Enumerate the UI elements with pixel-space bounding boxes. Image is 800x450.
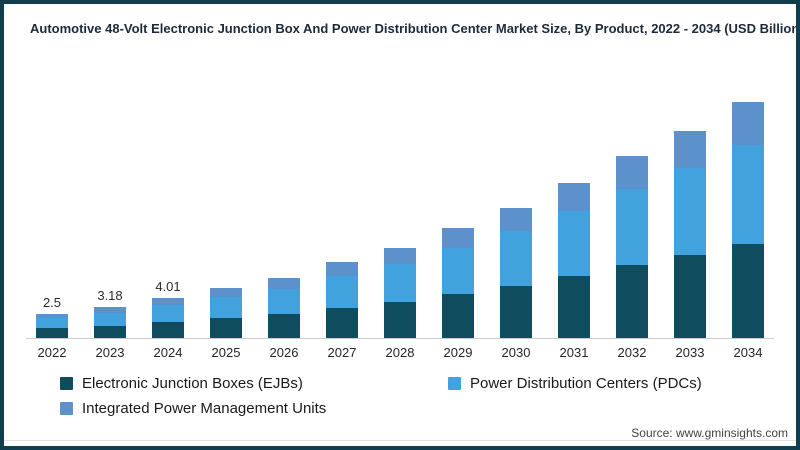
bar-segment-2033-ipmu	[674, 131, 706, 168]
bar-segment-2027-pdc	[326, 276, 358, 308]
bar-segment-2028-pdc	[384, 264, 416, 302]
bar-segment-2034-ipmu	[732, 102, 764, 145]
source-attribution: Source: www.gminsights.com	[631, 426, 788, 440]
bar-segment-2027-ipmu	[326, 262, 358, 276]
bar-value-label-2022: 2.5	[42, 295, 62, 310]
bar-segment-2030-ejb	[500, 286, 532, 338]
bar-segment-2024-ejb	[152, 322, 184, 338]
bar-segment-2028-ejb	[384, 302, 416, 338]
bar-segment-2033-pdc	[674, 168, 706, 255]
x-axis-label-2029: 2029	[443, 345, 473, 360]
footer-separator	[4, 440, 796, 441]
x-axis-label-2033: 2033	[675, 345, 705, 360]
bar-segment-2026-pdc	[268, 289, 300, 314]
legend-item-pdc: Power Distribution Centers (PDCs)	[448, 375, 702, 392]
bar-segment-2023-ipmu	[94, 307, 126, 313]
legend-swatch-ejb-icon	[60, 377, 73, 390]
bar-segment-2031-ejb	[558, 276, 590, 338]
bar-segment-2028-ipmu	[384, 248, 416, 264]
bar-segment-2029-ipmu	[442, 228, 474, 248]
x-axis-label-2028: 2028	[385, 345, 415, 360]
bar-value-label-2023: 3.18	[97, 288, 123, 303]
bar-segment-2032-ipmu	[616, 156, 648, 189]
legend-label-ipmu: Integrated Power Management Units	[82, 400, 327, 417]
bar-segment-2022-ipmu	[36, 314, 68, 318]
bar-segment-2030-pdc	[500, 231, 532, 286]
bar-segment-2023-pdc	[94, 313, 126, 326]
bar-segment-2034-ejb	[732, 244, 764, 338]
legend-item-ipmu: Integrated Power Management Units	[60, 400, 326, 417]
x-axis-label-2031: 2031	[559, 345, 589, 360]
bar-segment-2031-ipmu	[558, 183, 590, 211]
x-axis-label-2026: 2026	[269, 345, 299, 360]
bar-segment-2031-pdc	[558, 211, 590, 276]
x-axis-label-2022: 2022	[37, 345, 67, 360]
legend-label-pdc: Power Distribution Centers (PDCs)	[470, 375, 702, 392]
x-axis-label-2025: 2025	[211, 345, 241, 360]
bar-segment-2029-pdc	[442, 248, 474, 294]
bar-segment-2029-ejb	[442, 294, 474, 338]
x-axis-label-2027: 2027	[327, 345, 357, 360]
x-axis-line	[26, 338, 774, 339]
legend-swatch-ipmu-icon	[60, 402, 73, 415]
bar-segment-2023-ejb	[94, 326, 126, 338]
x-axis-label-2032: 2032	[617, 345, 647, 360]
bar-segment-2032-ejb	[616, 265, 648, 338]
bar-segment-2032-pdc	[616, 189, 648, 265]
legend-item-ejb: Electronic Junction Boxes (EJBs)	[60, 375, 303, 392]
x-axis-label-2030: 2030	[501, 345, 531, 360]
bar-segment-2030-ipmu	[500, 208, 532, 231]
bar-segment-2027-ejb	[326, 308, 358, 338]
x-axis-label-2024: 2024	[153, 345, 183, 360]
bar-segment-2033-ejb	[674, 255, 706, 338]
bar-segment-2026-ejb	[268, 314, 300, 338]
legend-label-ejb: Electronic Junction Boxes (EJBs)	[82, 375, 303, 392]
x-axis-label-2023: 2023	[95, 345, 125, 360]
bar-segment-2025-ejb	[210, 318, 242, 338]
legend-swatch-pdc-icon	[448, 377, 461, 390]
bar-segment-2022-pdc	[36, 318, 68, 328]
bar-segment-2025-ipmu	[210, 288, 242, 297]
chart-title: Automotive 48-Volt Electronic Junction B…	[30, 21, 800, 36]
bar-segment-2025-pdc	[210, 297, 242, 318]
bar-segment-2024-pdc	[152, 305, 184, 322]
x-axis-label-2034: 2034	[733, 345, 763, 360]
bar-segment-2034-pdc	[732, 145, 764, 244]
bar-segment-2022-ejb	[36, 328, 68, 338]
bar-segment-2024-ipmu	[152, 298, 184, 305]
bar-value-label-2024: 4.01	[155, 279, 181, 294]
bar-segment-2026-ipmu	[268, 278, 300, 289]
